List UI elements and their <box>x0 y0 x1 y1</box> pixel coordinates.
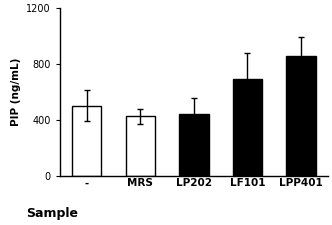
Text: Sample: Sample <box>27 207 79 220</box>
Y-axis label: PIP (ng/mL): PIP (ng/mL) <box>11 58 21 126</box>
Bar <box>72 106 101 176</box>
Bar <box>179 114 208 176</box>
Bar <box>286 56 316 176</box>
Bar <box>125 116 155 176</box>
Bar <box>233 79 262 176</box>
